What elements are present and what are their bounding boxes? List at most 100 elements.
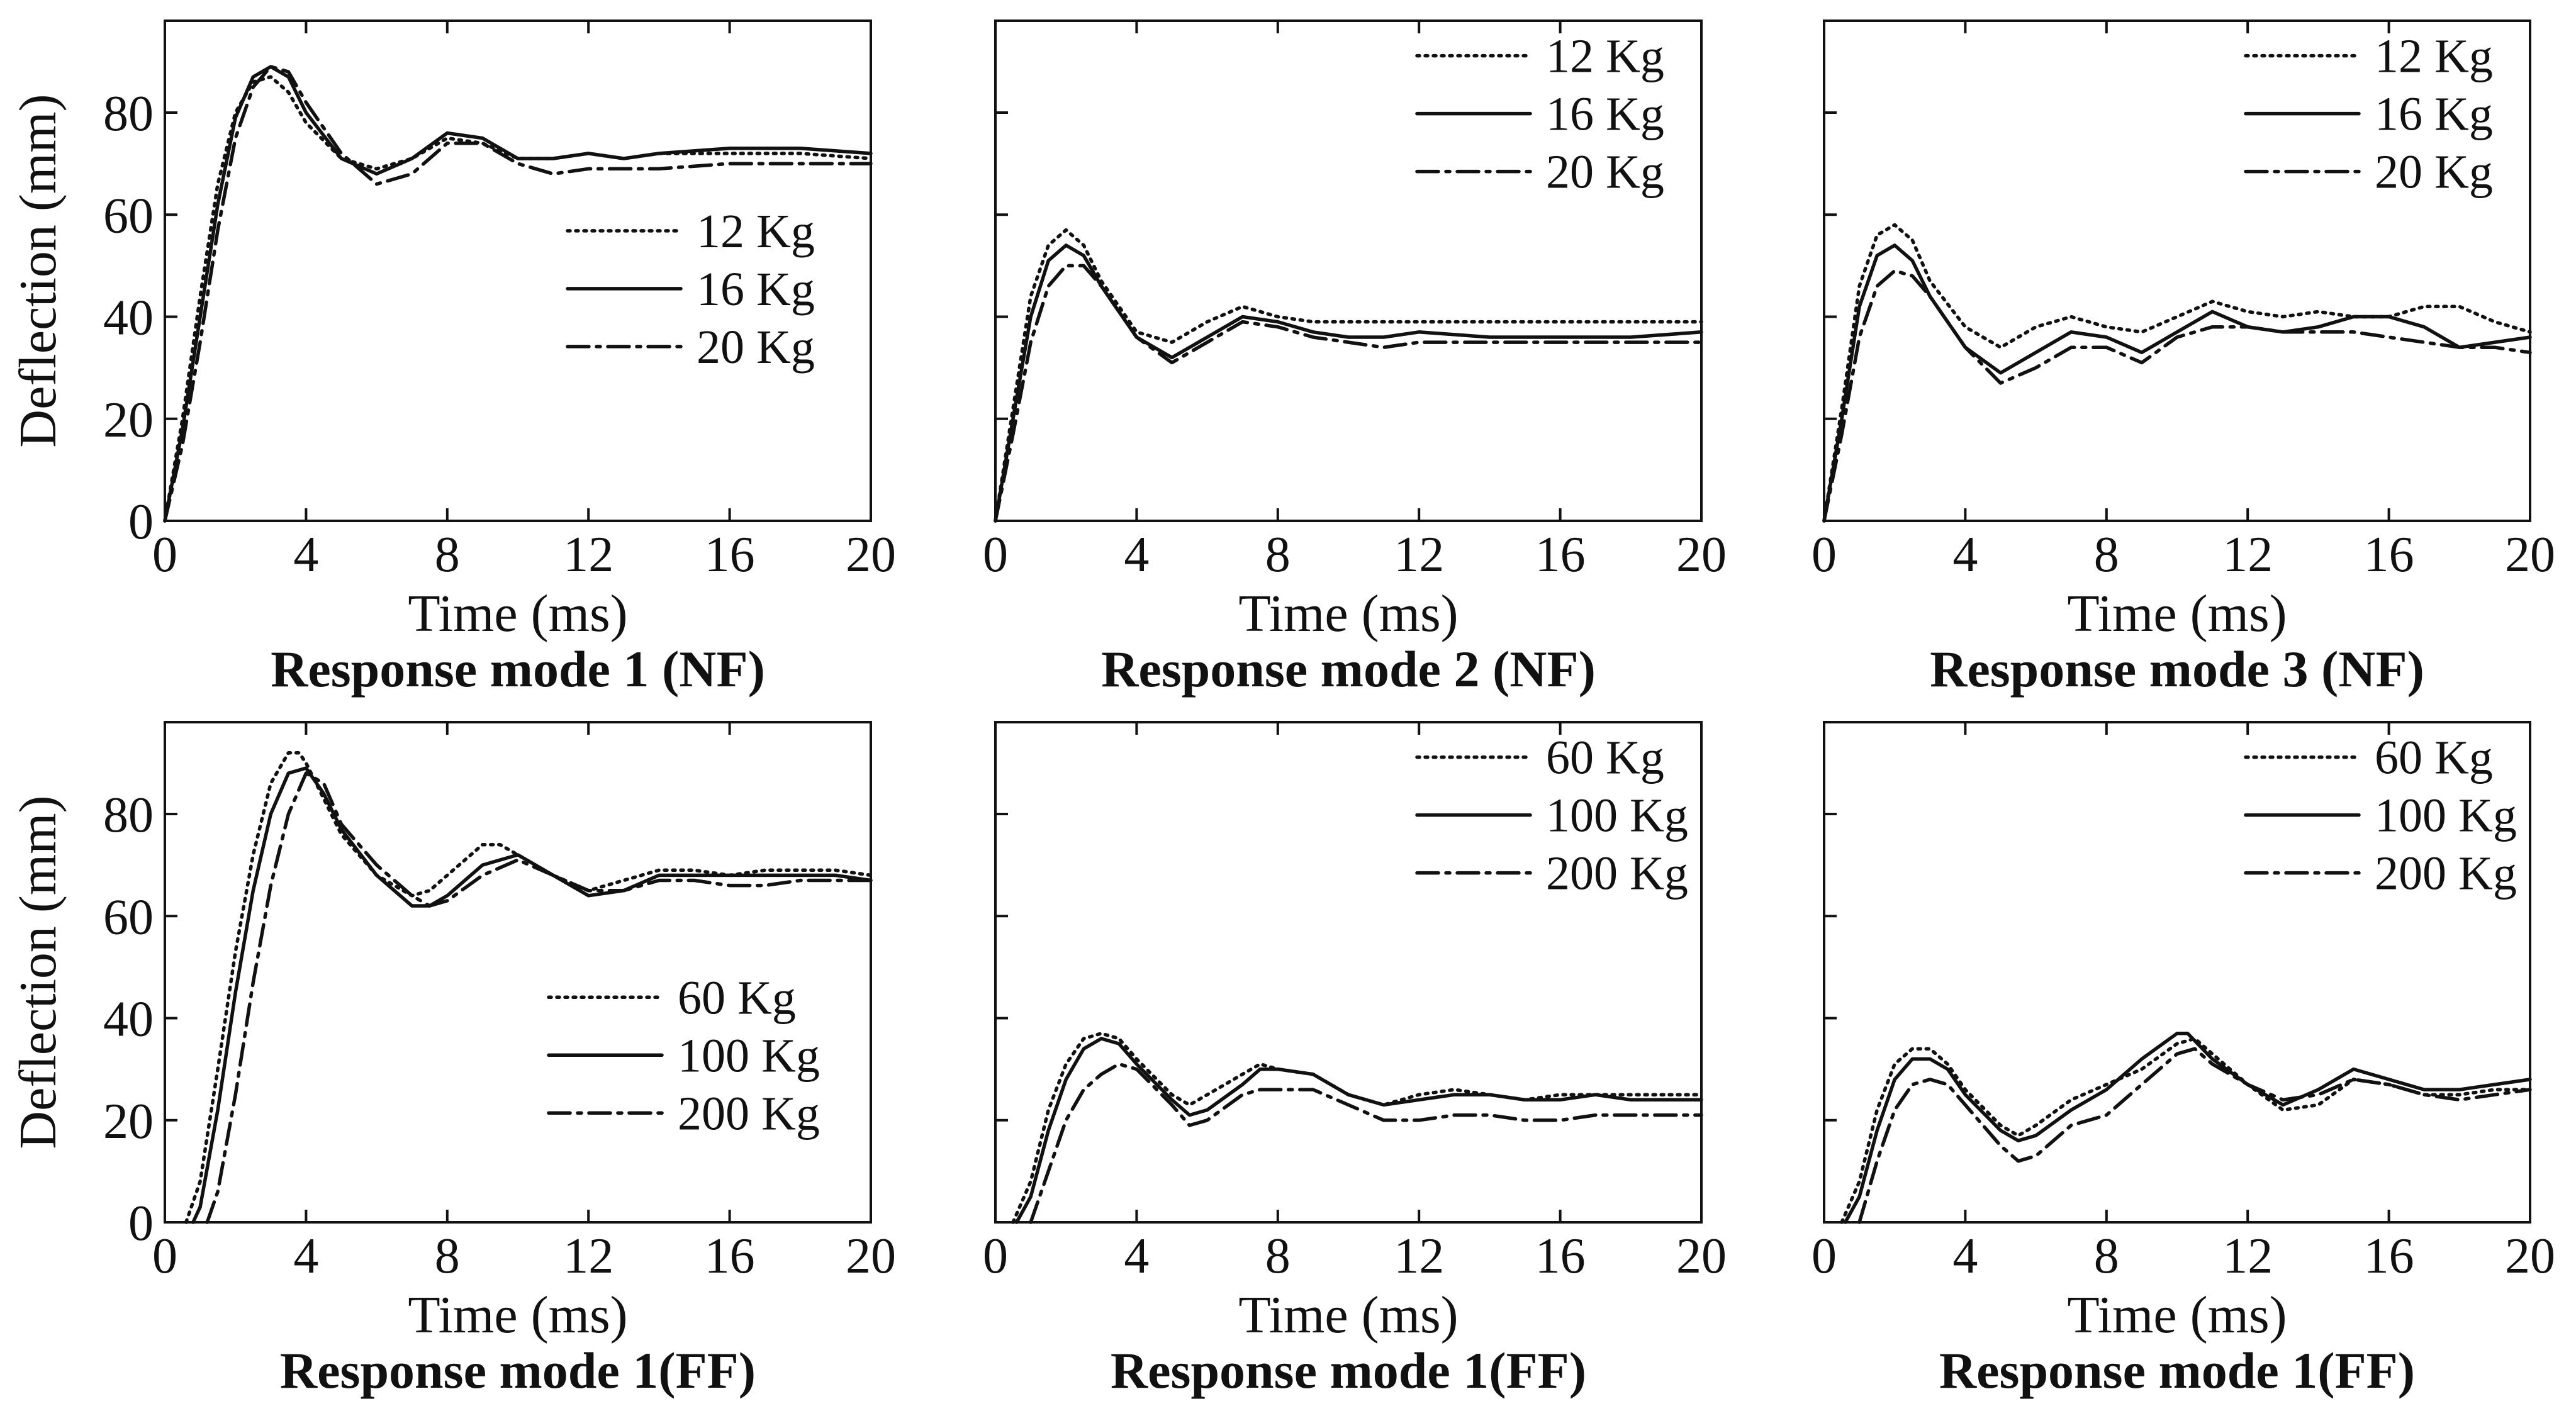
series-line-16-kg [1822, 243, 2532, 523]
chart-panel-1: 0 4 8 12 16 20 0 20 40 60 80 Time (ms) Deflection (m… [9, 20, 896, 698]
y-tick-label: 80 [103, 788, 154, 843]
y-tick-label: 40 [103, 291, 154, 346]
x-tick-label: 4 [293, 1229, 318, 1284]
series-line-16-kg [163, 65, 873, 523]
x-tick-label: 16 [705, 1229, 755, 1284]
y-tick-label: 60 [103, 188, 154, 243]
y-axis-label: Deflection (mm) [9, 94, 67, 447]
y-tick-label: 40 [103, 992, 154, 1047]
series-line-20-kg [1822, 269, 2532, 523]
chart-panel-3: 0 4 8 12 16 20 Time (ms)Response mode 3 (NF) 12… [1812, 20, 2555, 698]
series-line-100-kg [1843, 1032, 2532, 1224]
legend-label: 100 Kg [2375, 789, 2517, 842]
x-tick-label: 12 [2222, 527, 2273, 583]
plot-frame [1823, 721, 2531, 1224]
x-tick-label: 0 [1812, 527, 1837, 583]
x-tick-label: 20 [846, 1229, 896, 1284]
x-tick-label: 8 [435, 527, 460, 583]
x-tick-label: 8 [2094, 527, 2119, 583]
x-tick-label: 4 [293, 527, 318, 583]
series-line-12-kg [1822, 223, 2532, 523]
y-axis-label: Deflection (mm) [9, 795, 67, 1149]
legend-label: 60 Kg [1546, 732, 1664, 784]
x-tick-label: 12 [563, 527, 613, 583]
x-axis-label: Time (ms) [1238, 1286, 1458, 1344]
series-line-100-kg [1014, 1037, 1703, 1224]
legend-label: 12 Kg [1546, 30, 1664, 83]
x-tick-label: 0 [152, 1229, 177, 1284]
legend-label: 16 Kg [697, 263, 815, 316]
y-tick-label: 20 [103, 393, 154, 448]
legend-label: 200 Kg [2375, 847, 2517, 900]
x-tick-label: 12 [563, 1229, 613, 1284]
y-tick-label: 0 [128, 494, 154, 550]
x-tick-label: 16 [1535, 527, 1586, 583]
x-tick-label: 8 [1265, 1229, 1291, 1284]
x-tick-label: 0 [983, 1229, 1008, 1284]
y-tick-label: 20 [103, 1094, 154, 1149]
x-axis-label: Time (ms) [1238, 584, 1458, 643]
x-axis-label: Time (ms) [408, 1286, 627, 1344]
legend-label: 20 Kg [697, 321, 815, 374]
series-line-200-kg [205, 771, 873, 1224]
series-line-12-kg [994, 228, 1703, 523]
x-tick-label: 4 [1124, 1229, 1149, 1284]
x-tick-label: 12 [1394, 527, 1444, 583]
series-line-16-kg [994, 243, 1703, 523]
x-tick-label: 4 [1952, 527, 1978, 583]
x-tick-label: 0 [1812, 1229, 1837, 1284]
legend-label: 12 Kg [2375, 30, 2493, 83]
series-line-200-kg [1857, 1047, 2532, 1224]
x-tick-label: 16 [705, 527, 755, 583]
legend-label: 12 Kg [697, 205, 815, 258]
x-axis-label: Time (ms) [2067, 584, 2287, 643]
x-tick-label: 20 [846, 527, 896, 583]
plot-frame [164, 20, 872, 522]
x-tick-label: 8 [2094, 1229, 2119, 1284]
x-tick-label: 16 [2364, 527, 2414, 583]
series-line-200-kg [1029, 1062, 1703, 1224]
y-tick-label: 80 [103, 86, 154, 142]
x-tick-label: 20 [2505, 527, 2555, 583]
plot-frame [994, 20, 1703, 522]
legend-label: 200 Kg [678, 1087, 820, 1140]
x-tick-label: 20 [1676, 1229, 1727, 1284]
series-line-100-kg [191, 766, 873, 1224]
x-tick-label: 20 [1676, 527, 1727, 583]
panel-title: Response mode 1 (NF) [271, 640, 765, 698]
legend-label: 200 Kg [1546, 847, 1688, 900]
chart-panel-5: 0 4 8 12 16 20 Time (ms)Response mode 1(FF) 60 … [983, 721, 1727, 1399]
x-tick-label: 8 [1265, 527, 1291, 583]
series-line-60-kg [1011, 1032, 1703, 1224]
series-line-60-kg [184, 750, 873, 1224]
x-tick-label: 8 [435, 1229, 460, 1284]
x-tick-label: 4 [1124, 527, 1149, 583]
x-tick-label: 12 [1394, 1229, 1444, 1284]
legend-label: 20 Kg [2375, 146, 2493, 199]
panel-title: Response mode 2 (NF) [1101, 640, 1596, 698]
x-tick-label: 20 [2505, 1229, 2555, 1284]
panel-title: Response mode 1(FF) [1939, 1342, 2415, 1399]
x-tick-label: 16 [1535, 1229, 1586, 1284]
x-tick-label: 12 [2222, 1229, 2273, 1284]
chart-panel-4: 0 4 8 12 16 20 0 20 40 60 80 Time (ms) Deflection (m… [9, 721, 896, 1399]
y-tick-label: 60 [103, 890, 154, 945]
x-tick-label: 16 [2364, 1229, 2414, 1284]
legend-label: 100 Kg [678, 1029, 820, 1082]
legend-label: 16 Kg [1546, 88, 1664, 141]
y-tick-label: 0 [128, 1196, 154, 1251]
plot-frame [164, 721, 872, 1224]
legend-label: 16 Kg [2375, 88, 2493, 141]
x-tick-label: 0 [152, 527, 177, 583]
panel-title: Response mode 1(FF) [1111, 1342, 1586, 1399]
panel-title: Response mode 1(FF) [280, 1342, 756, 1399]
series-line-20-kg [163, 65, 873, 523]
chart-panel-2: 0 4 8 12 16 20 Time (ms)Response mode 2 (NF) 12… [983, 20, 1727, 698]
x-tick-label: 0 [983, 527, 1008, 583]
